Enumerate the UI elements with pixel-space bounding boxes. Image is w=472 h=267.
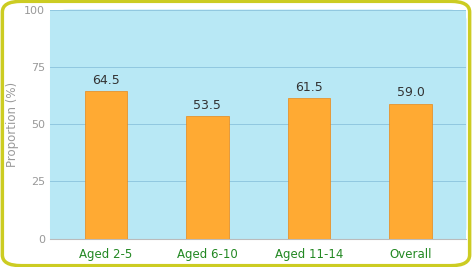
Bar <box>186 116 229 239</box>
Text: 64.5: 64.5 <box>92 74 120 87</box>
Text: 61.5: 61.5 <box>295 81 323 94</box>
Bar <box>84 91 127 239</box>
Text: 59.0: 59.0 <box>396 87 424 99</box>
Bar <box>389 104 432 239</box>
Y-axis label: Proportion (%): Proportion (%) <box>6 82 18 167</box>
Bar <box>287 98 330 239</box>
Text: 53.5: 53.5 <box>194 99 221 112</box>
